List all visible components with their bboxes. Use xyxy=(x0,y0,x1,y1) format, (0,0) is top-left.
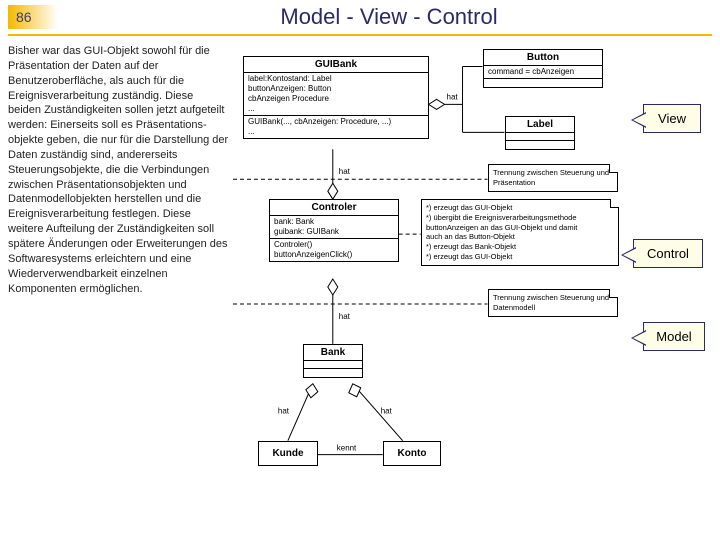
controler-op-1: buttonAnzeigenClick() xyxy=(274,250,394,260)
guibank-attr-2: cbAnzeigen Procedure xyxy=(248,94,424,104)
button-attr: command = cbAnzeigen xyxy=(488,67,598,77)
svg-text:hat: hat xyxy=(339,167,351,176)
note-line-0: *) erzeugt das GUI-Objekt xyxy=(426,203,614,213)
guibank-attr-1: buttonAnzeigen: Button xyxy=(248,84,424,94)
note-sep-view: Trennung zwischen Steuerung und Präsenta… xyxy=(488,164,618,192)
svg-text:hat: hat xyxy=(381,407,393,416)
guibank-op-1: ... xyxy=(248,127,424,137)
svg-text:hat: hat xyxy=(447,92,459,101)
guibank-op-0: GUIBank(..., cbAnzeigen: Procedure, ...) xyxy=(248,117,424,127)
uml-diagram: GUIBank label:Kontostand: Label buttonAn… xyxy=(233,44,712,524)
note-sep-model: Trennung zwischen Steuerung und Datenmod… xyxy=(488,289,618,317)
class-konto: Konto xyxy=(383,441,441,466)
class-button: Button command = cbAnzeigen xyxy=(483,49,603,88)
guibank-attr-3: ... xyxy=(248,104,424,114)
class-bank-name: Bank xyxy=(304,345,362,361)
controler-op-0: Controler() xyxy=(274,240,394,250)
class-button-name: Button xyxy=(484,50,602,66)
note-controler-detail: *) erzeugt das GUI-Objekt *) übergibt di… xyxy=(421,199,619,266)
class-bank: Bank xyxy=(303,344,363,378)
note-line-5: *) erzeugt das GUI-Objekt xyxy=(426,252,614,262)
note-line-4: *) erzeugt das Bank-Objekt xyxy=(426,242,614,252)
class-kunde: Kunde xyxy=(258,441,318,466)
controler-attr-1: guibank: GUIBank xyxy=(274,227,394,237)
callout-model: Model xyxy=(643,322,705,351)
slide-number: 86 xyxy=(8,5,58,29)
class-label: Label xyxy=(505,116,575,150)
callout-control: Control xyxy=(633,239,703,268)
callout-view: View xyxy=(643,104,701,133)
header-rule xyxy=(8,34,712,36)
note-line-3: auch an das Button-Objekt xyxy=(426,232,614,242)
class-controler-name: Controler xyxy=(270,200,398,216)
note-line-1: *) übergibt die Ereignisverarbeitungsmet… xyxy=(426,213,614,223)
controler-attr-0: bank: Bank xyxy=(274,217,394,227)
class-controler: Controler bank: Bank guibank: GUIBank Co… xyxy=(269,199,399,262)
body-paragraph: Bisher war das GUI-Objekt sowohl für die… xyxy=(8,44,233,524)
svg-text:hat: hat xyxy=(339,312,351,321)
note-line-2: buttonAnzeigen an das GUI-Objekt und dam… xyxy=(426,223,614,233)
svg-text:hat: hat xyxy=(278,407,290,416)
guibank-attr-0: label:Kontostand: Label xyxy=(248,74,424,84)
class-label-name: Label xyxy=(506,117,574,133)
page-title: Model - View - Control xyxy=(58,4,720,30)
svg-text:kennt: kennt xyxy=(337,444,357,453)
class-guibank: GUIBank label:Kontostand: Label buttonAn… xyxy=(243,56,429,139)
class-guibank-name: GUIBank xyxy=(244,57,428,73)
